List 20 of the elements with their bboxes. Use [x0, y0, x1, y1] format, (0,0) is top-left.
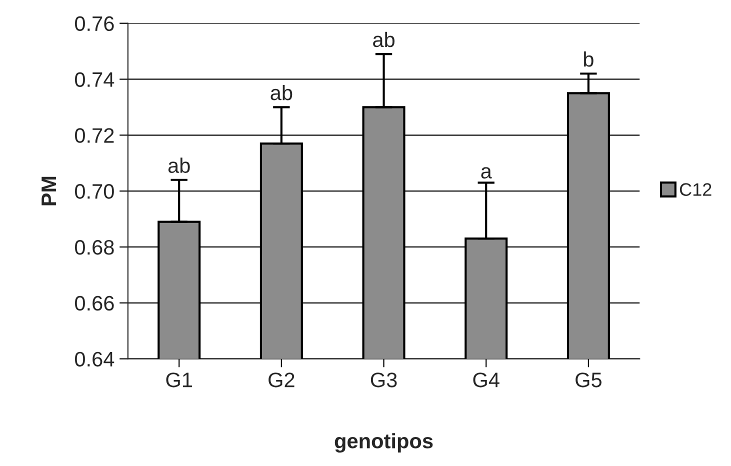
x-tick-label: G1: [166, 372, 192, 388]
x-tick-label: G3: [370, 372, 397, 388]
y-tick-label: 0.66: [75, 296, 114, 311]
x-tick-label: G5: [576, 372, 602, 388]
annotation: ab: [168, 158, 190, 173]
annotation: ab: [373, 32, 394, 48]
legend-label: C12: [680, 183, 712, 196]
x-tick-label: G2: [268, 372, 294, 388]
y-tick-label: 0.64: [75, 352, 114, 367]
x-axis-title: genotipos: [334, 433, 433, 453]
y-tick-label: 0.76: [75, 16, 114, 32]
y-tick-label: 0.74: [75, 72, 114, 87]
y-tick-label: 0.68: [75, 240, 114, 255]
y-tick-label: 0.72: [75, 128, 114, 143]
y-axis-title: PM: [42, 176, 56, 206]
annotation: ab: [270, 84, 292, 100]
annotation: b: [584, 51, 594, 67]
annotation: a: [481, 167, 492, 179]
y-tick-label: 0.70: [75, 184, 114, 199]
x-tick-label: G4: [473, 372, 500, 388]
